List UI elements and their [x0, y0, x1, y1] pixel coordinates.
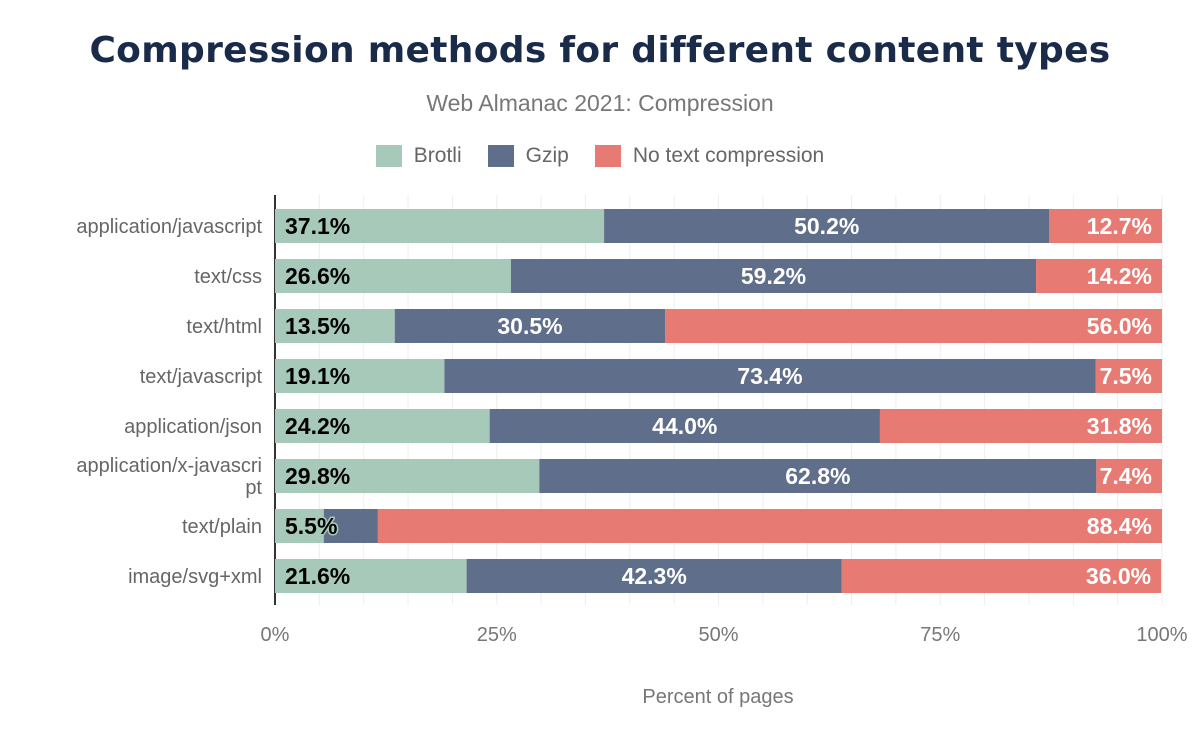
legend-item-brotli[interactable]: Brotli [375, 144, 462, 168]
data-label: 19.1% [285, 363, 350, 389]
bar-gzip [444, 359, 1096, 393]
bar-gzip [510, 259, 1037, 293]
legend-label: Gzip [525, 144, 569, 167]
data-label: 12.7% [1087, 213, 1152, 239]
bar-gzip [394, 309, 666, 343]
bar-brotli [275, 459, 540, 493]
legend-swatch [594, 145, 621, 167]
legend-swatch [487, 145, 514, 167]
bar-brotli [275, 359, 445, 393]
data-label: 26.6% [285, 263, 350, 289]
bar-brotli [275, 259, 511, 293]
bar-no-text-compression [665, 309, 1162, 343]
data-label: 21.6% [285, 563, 350, 589]
data-label: 13.5% [285, 313, 350, 339]
data-label: 7.5% [1100, 363, 1152, 389]
bar-no-text-compression [1096, 459, 1162, 493]
data-label: 31.8% [1087, 413, 1152, 439]
x-tick-label: 100% [1136, 624, 1187, 646]
x-tick-label: 0% [261, 624, 290, 646]
y-tick-label: application/json [124, 416, 262, 438]
bar-brotli [275, 509, 324, 543]
bar-no-text-compression [879, 409, 1162, 443]
legend-item-gzip[interactable]: Gzip [487, 144, 569, 168]
legend: Brotli Gzip No text compression [0, 144, 1200, 168]
data-label: 88.4% [1087, 513, 1152, 539]
bar-gzip [604, 209, 1050, 243]
data-label: 14.2% [1087, 263, 1152, 289]
x-tick-label: 25% [477, 624, 517, 646]
y-tick-label: image/svg+xml [128, 566, 262, 588]
data-label: 37.1% [285, 213, 350, 239]
y-tick-label: text/css [194, 266, 262, 288]
bar-gzip [323, 509, 378, 543]
data-label: 50.2% [794, 213, 859, 239]
x-tick-label: 75% [920, 624, 960, 646]
chart-title: Compression methods for different conten… [89, 30, 1111, 71]
legend-label: Brotli [413, 144, 462, 167]
data-label: 44.0% [652, 413, 717, 439]
bar-gzip [489, 409, 880, 443]
bar-no-text-compression [1049, 209, 1162, 243]
y-tick-label: text/html [186, 316, 262, 338]
data-label: 36.0% [1086, 563, 1151, 589]
bar-no-text-compression [841, 559, 1162, 593]
bar-no-text-compression [377, 509, 1163, 543]
data-label: 5.5% [285, 513, 337, 539]
bar-brotli [275, 309, 395, 343]
y-tick-label: application/javascript [76, 216, 262, 238]
chart-subtitle: Web Almanac 2021: Compression [426, 90, 774, 116]
bar-gzip [466, 559, 842, 593]
y-tick-label-cont: pt [245, 477, 262, 499]
bar-no-text-compression [1095, 359, 1162, 393]
data-label: 73.4% [737, 363, 802, 389]
y-tick-label: text/javascript [140, 366, 263, 388]
data-label: 42.3% [622, 563, 687, 589]
data-label: 30.5% [497, 313, 562, 339]
legend-swatch [375, 145, 402, 167]
data-label: 56.0% [1087, 313, 1152, 339]
bar-brotli [275, 409, 490, 443]
data-label: 59.2% [741, 263, 806, 289]
x-tick-label: 50% [698, 624, 738, 646]
bar-gzip [539, 459, 1097, 493]
bar-no-text-compression [1036, 259, 1162, 293]
y-tick-label: application/x-javascri [76, 455, 262, 477]
y-tick-label: text/plain [182, 516, 262, 538]
legend-item-no-compression[interactable]: No text compression [594, 144, 825, 168]
data-label: 62.8% [785, 463, 850, 489]
bar-brotli [275, 559, 467, 593]
data-label: 7.4% [1100, 463, 1152, 489]
data-label: 29.8% [285, 463, 350, 489]
x-axis-title: Percent of pages [642, 686, 793, 708]
data-label: 24.2% [285, 413, 350, 439]
bar-brotli [275, 209, 605, 243]
legend-label: No text compression [632, 144, 825, 167]
